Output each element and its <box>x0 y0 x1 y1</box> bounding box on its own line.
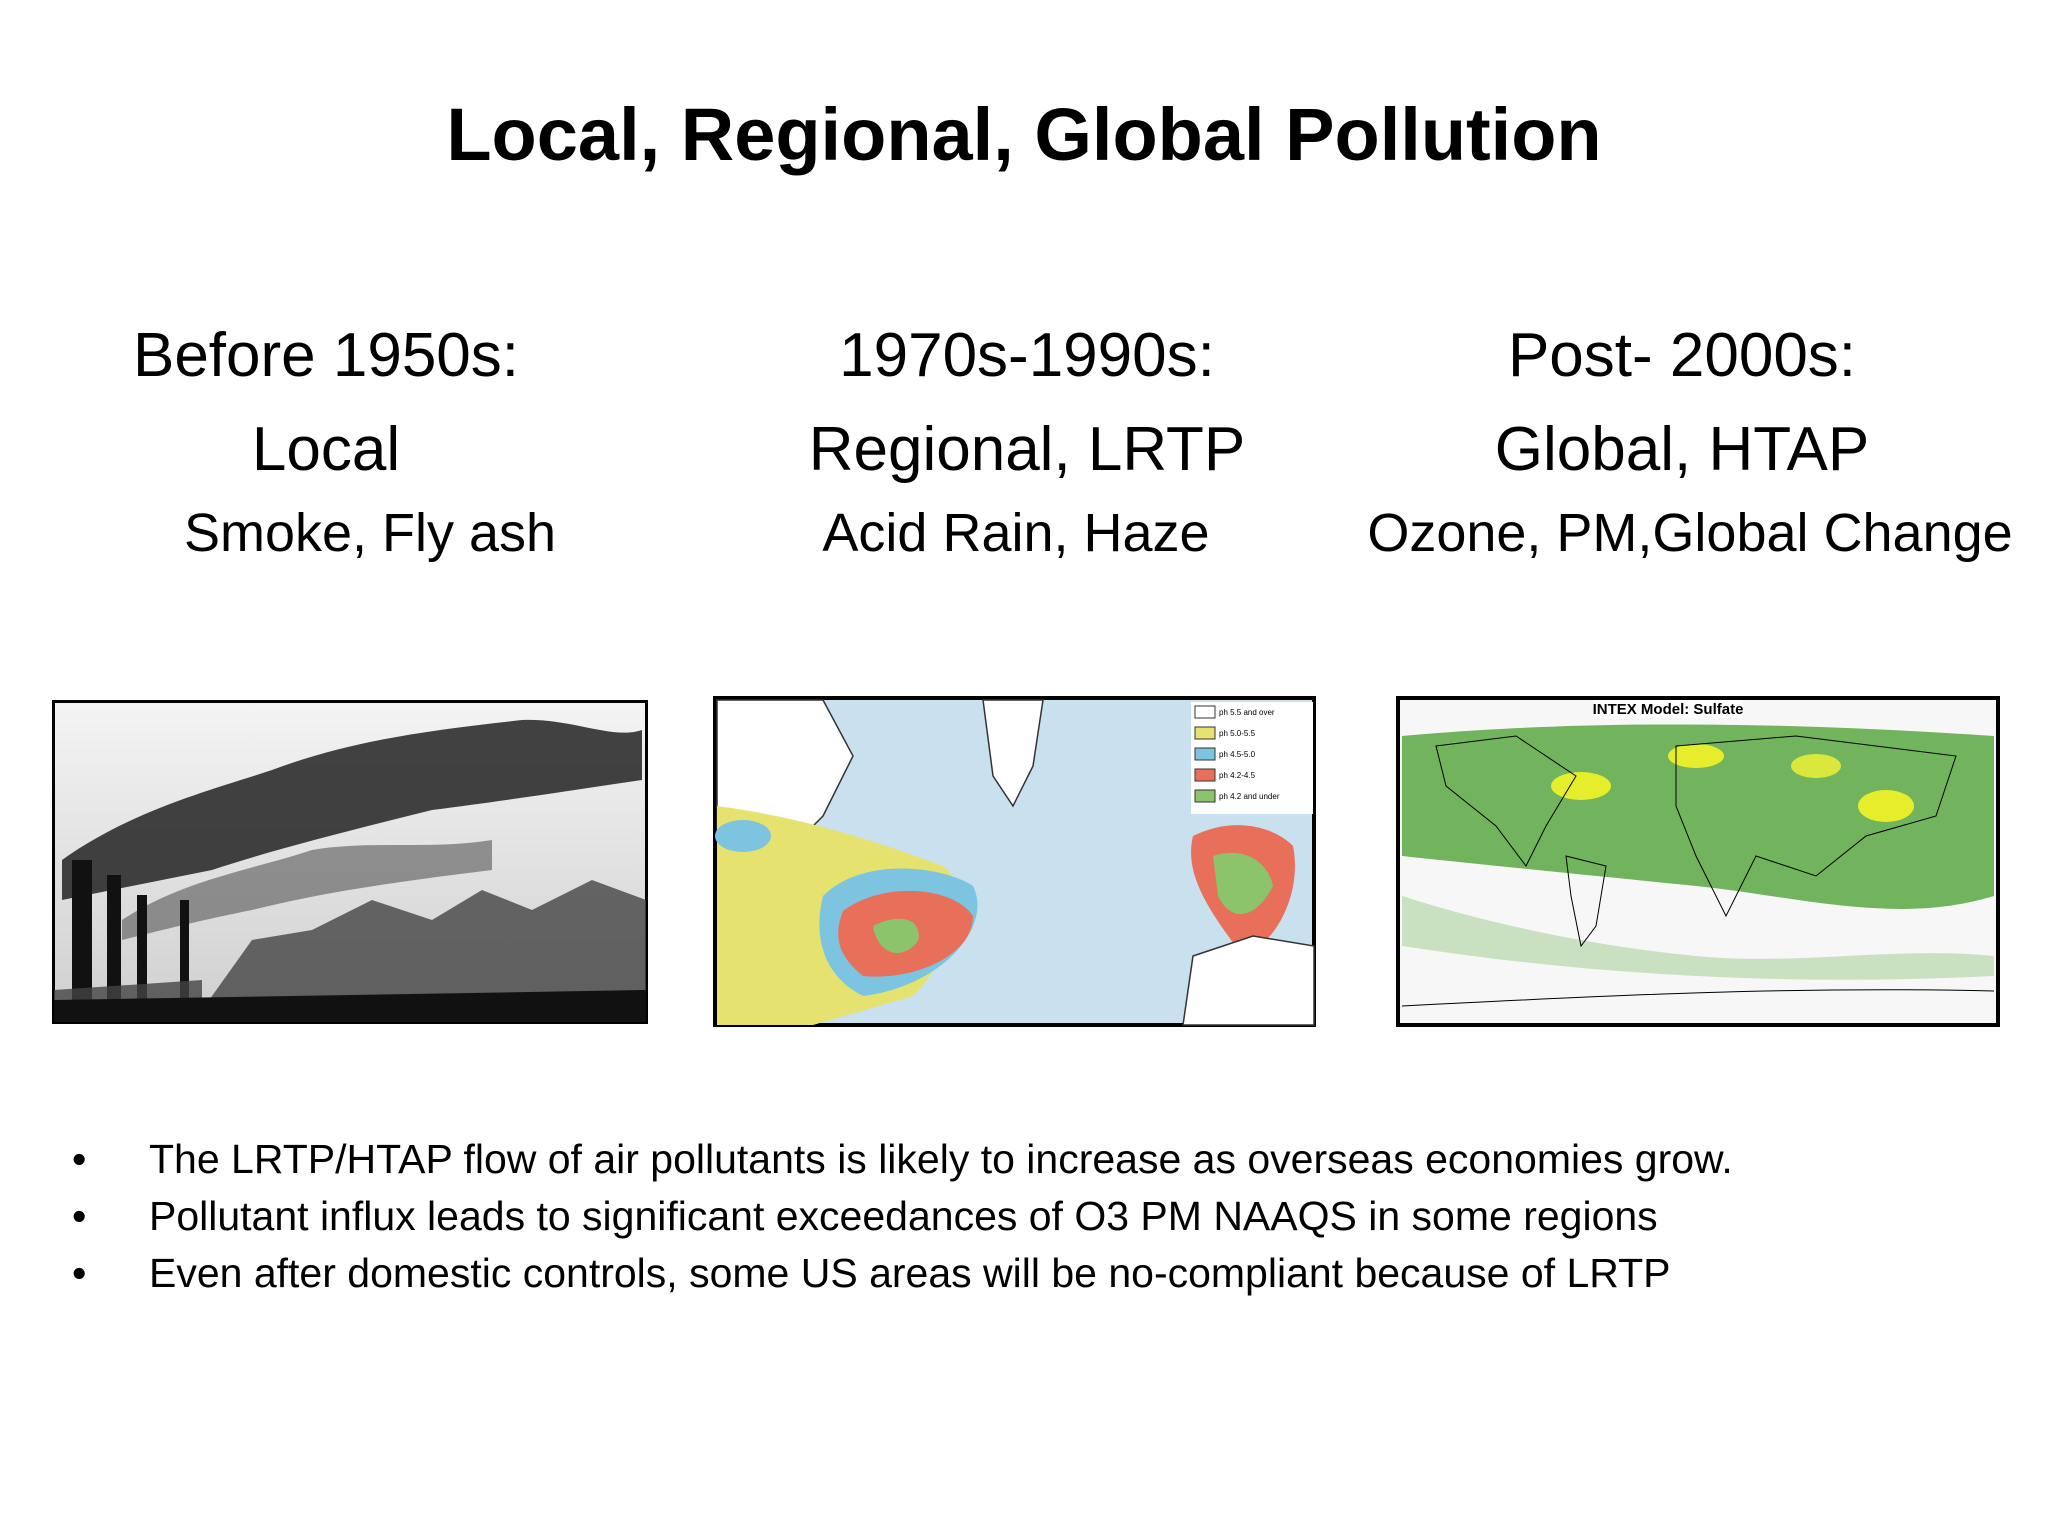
bullet-text: Pollutant influx leads to significant ex… <box>149 1193 1658 1239</box>
image-title: INTEX Model: Sulfate <box>1593 701 1744 718</box>
bullet-text: The LRTP/HTAP flow of air pollutants is … <box>149 1136 1733 1182</box>
bullet-item: • The LRTP/HTAP flow of air pollutants is… <box>72 1136 1733 1182</box>
bullet-text: Even after domestic controls, some US ar… <box>149 1250 1671 1296</box>
column-caption: Ozone, PM,Global Change <box>1367 503 2013 563</box>
bullet-item: • Even after domestic controls, some US a… <box>72 1250 1671 1296</box>
column-caption: Smoke, Fly ash <box>183 503 557 563</box>
legend-label: ph 4.2-4.5 <box>1219 771 1256 780</box>
legend-label: ph 5.0-5.5 <box>1219 729 1256 738</box>
column-heading: Post- 2000s: <box>1507 321 1857 390</box>
legend-label: ph 5.5 and over <box>1219 708 1275 717</box>
legend-label: ph 4.2 and under <box>1219 792 1280 801</box>
column-heading: 1970s-1990s: <box>839 321 1215 390</box>
legend-label: ph 4.5-5.0 <box>1219 750 1256 759</box>
column-subheading: Regional, LRTP <box>808 415 1246 484</box>
column-heading: Before 1950s: <box>132 321 520 390</box>
column-subheading: Local <box>251 415 401 484</box>
column-caption: Acid Rain, Haze <box>822 503 1210 563</box>
acid-rain-map: ph 5.5 and over ph 5.0-5.5 ph 4.5-5.0 ph… <box>713 696 1316 1027</box>
bullet-item: • Pollutant influx leads to significant e… <box>72 1193 1658 1239</box>
sulfate-model-map: INTEX Model: Sulfate <box>1396 696 2000 1027</box>
column-subheading: Global, HTAP <box>1494 415 1870 484</box>
slide-title: Local, Regional, Global Pollution <box>446 93 1602 176</box>
smokestack-photo <box>52 700 648 1024</box>
